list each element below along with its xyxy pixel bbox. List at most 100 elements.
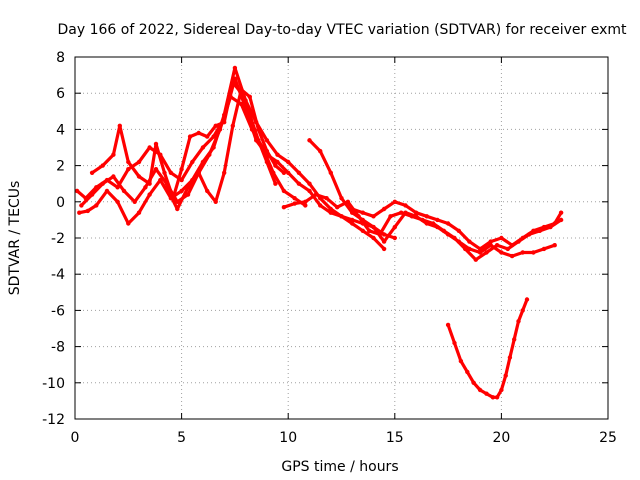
data-point [117, 123, 123, 128]
data-point [175, 206, 180, 212]
data-point [111, 174, 116, 179]
data-point [207, 152, 212, 157]
data-point [509, 253, 515, 259]
data-point [239, 87, 244, 92]
data-point [488, 239, 493, 244]
data-point [558, 210, 564, 215]
y-axis-label: SDTVAR / TECUs [7, 181, 23, 296]
series-line [164, 87, 287, 211]
data-point [264, 138, 270, 143]
data-point [230, 80, 235, 85]
data-point [239, 101, 244, 107]
data-point [205, 188, 210, 194]
data-point [520, 235, 525, 241]
y-tick-label: 6 [56, 86, 65, 102]
data-point [520, 250, 525, 255]
y-tick-label: -6 [51, 303, 65, 319]
data-point [217, 127, 223, 132]
series-line [89, 80, 278, 200]
data-point [392, 235, 397, 241]
data-point [281, 170, 287, 175]
data-point [121, 188, 127, 194]
data-point [531, 228, 536, 233]
data-point [371, 235, 376, 241]
data-point [85, 208, 91, 214]
data-point [477, 250, 483, 255]
data-point [339, 214, 344, 219]
data-point [196, 170, 201, 175]
data-point [100, 181, 105, 186]
data-point [413, 210, 419, 215]
data-point [200, 145, 206, 150]
data-point [126, 159, 131, 165]
data-point [232, 65, 238, 71]
data-point [179, 188, 184, 194]
data-point [473, 257, 478, 262]
data-point [185, 192, 191, 197]
data-point [335, 205, 340, 210]
data-point [264, 159, 270, 165]
y-tick-label: -2 [51, 231, 65, 247]
data-point [147, 145, 152, 150]
y-tick-label: -10 [42, 376, 65, 392]
data-point [456, 239, 461, 244]
x-tick-label: 0 [71, 430, 80, 446]
x-axis-label: GPS time / hours [281, 459, 398, 475]
data-point [381, 206, 387, 212]
data-point [541, 246, 547, 252]
data-point [111, 152, 116, 157]
data-point [350, 206, 355, 212]
data-point [324, 196, 329, 201]
data-point [247, 112, 252, 118]
data-point [503, 373, 508, 378]
series-5 [164, 87, 287, 212]
data-point [94, 203, 99, 208]
data-point [413, 214, 419, 219]
data-point [499, 387, 504, 393]
data-point [509, 243, 515, 248]
data-point [281, 205, 287, 210]
data-point [467, 246, 472, 252]
data-point [275, 159, 280, 165]
data-point [484, 250, 489, 255]
data-point [494, 243, 500, 248]
data-point [132, 199, 137, 204]
data-point [435, 224, 440, 230]
data-point [89, 170, 95, 175]
data-point [303, 199, 308, 204]
data-point [213, 123, 218, 128]
data-point [494, 395, 500, 400]
data-point [168, 170, 174, 175]
data-point [143, 185, 148, 190]
data-point [153, 141, 159, 147]
data-point [471, 380, 476, 385]
plot-frame [74, 56, 609, 420]
data-point [445, 232, 451, 237]
data-point [328, 170, 333, 175]
x-tick-label: 10 [279, 430, 297, 446]
data-point [187, 134, 193, 139]
series-4 [89, 80, 278, 201]
data-point [558, 217, 564, 223]
data-point [465, 369, 470, 375]
data-point [147, 181, 152, 186]
data-point [126, 221, 131, 226]
data-point [292, 196, 297, 201]
data-point [360, 228, 365, 233]
data-point [175, 199, 180, 204]
data-point [552, 221, 557, 226]
data-point [307, 188, 312, 194]
data-point [477, 387, 483, 393]
data-point [79, 203, 84, 208]
x-tick-label: 25 [599, 430, 617, 446]
data-point [388, 214, 393, 219]
data-point [286, 159, 291, 165]
data-point [164, 185, 169, 190]
grid [75, 57, 608, 419]
data-point [531, 250, 536, 255]
y-tick-label: -4 [51, 267, 65, 283]
data-point [456, 228, 461, 233]
y-tick-label: -12 [42, 412, 65, 428]
data-point [424, 221, 429, 226]
